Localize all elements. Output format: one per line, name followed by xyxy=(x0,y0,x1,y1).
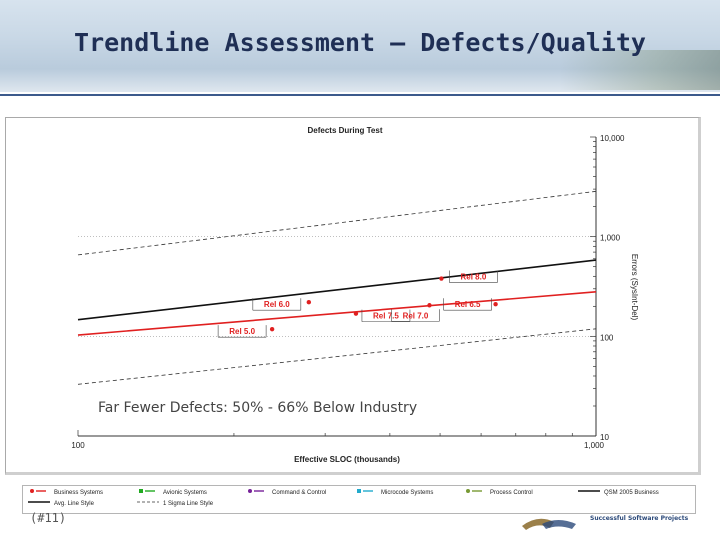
point-label-group: Rel 5.0 xyxy=(217,325,267,338)
x-tick-label: 1,000 xyxy=(584,441,605,450)
data-point xyxy=(353,311,359,316)
data-point xyxy=(493,302,498,307)
legend-marker xyxy=(248,489,252,493)
x-tick-label: 100 xyxy=(71,441,85,450)
y-tick-label: 100 xyxy=(600,333,614,342)
legend-label: QSM 2005 Business xyxy=(604,490,659,496)
legend-label: Avg. Line Style xyxy=(54,501,95,507)
point-label-group: Rel 8.0 xyxy=(449,270,498,283)
point-label: Rel 7.5 xyxy=(373,312,399,321)
point-label: Rel 6.0 xyxy=(264,300,290,309)
y-tick-label: 10 xyxy=(600,433,609,442)
footer-brand: Successful Software Projects xyxy=(590,515,689,522)
trendline xyxy=(77,290,597,336)
chart-title: Defects During Test xyxy=(308,126,383,135)
company-logo xyxy=(522,518,576,530)
trendline xyxy=(77,328,597,385)
legend-marker xyxy=(30,489,34,493)
chart-annotation: Far Fewer Defects: 50% - 66% Below Indus… xyxy=(98,400,417,416)
legend-marker xyxy=(139,489,143,493)
x-axis-label: Effective SLOC (thousands) xyxy=(294,455,400,464)
legend-label: Avionic Systems xyxy=(163,490,207,496)
trendline xyxy=(77,259,597,321)
data-point xyxy=(439,276,444,281)
header-banner xyxy=(0,0,720,92)
legend-label: 1 Sigma Line Style xyxy=(163,501,214,507)
legend-label: Business Systems xyxy=(54,490,103,496)
point-label: Rel 7.0 xyxy=(403,311,429,320)
chart-frame xyxy=(5,117,701,475)
title-underline xyxy=(0,94,720,96)
point-label: Rel 8.0 xyxy=(461,273,487,282)
legend-label: Process Control xyxy=(490,490,533,496)
legend-label: Command & Control xyxy=(272,490,326,496)
slide-title: Trendline Assessment – Defects/Quality xyxy=(74,28,646,57)
point-label: Rel 5.0 xyxy=(229,327,255,336)
footer-page-number: (#11) xyxy=(30,511,67,525)
data-point xyxy=(427,303,432,308)
y-tick-label: 10,000 xyxy=(600,134,625,143)
point-label-group: Rel 6.0 xyxy=(252,298,302,311)
y-axis-label: Errors (SysInt-Del) xyxy=(630,254,639,321)
legend-marker xyxy=(466,489,470,493)
data-point xyxy=(306,300,312,305)
point-label-group: Rel 6.5 xyxy=(443,298,492,311)
trendline xyxy=(77,190,597,256)
point-label: Rel 6.5 xyxy=(455,300,481,309)
data-point xyxy=(269,326,275,332)
point-label-group: Rel 7.0 xyxy=(391,309,440,322)
y-tick-label: 1,000 xyxy=(600,234,621,243)
legend-label: Microcode Systems xyxy=(381,490,433,496)
point-label-group: Rel 7.5 xyxy=(361,309,411,322)
legend-marker xyxy=(357,489,361,493)
banner-landscape xyxy=(560,50,720,90)
